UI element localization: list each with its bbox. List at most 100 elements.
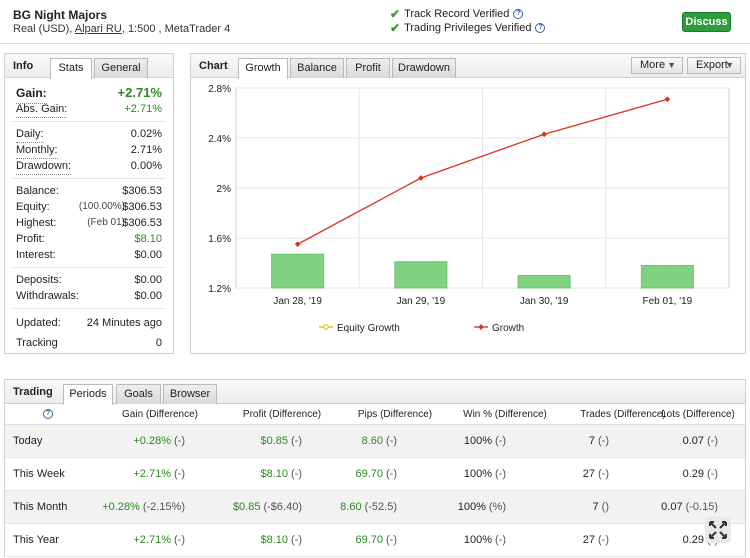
cell-trades: 27 (-): [583, 524, 609, 556]
growth-bar: [271, 253, 325, 289]
gain-value: +2.71%: [133, 534, 171, 546]
tab-general[interactable]: General: [94, 58, 148, 78]
tab-profit[interactable]: Profit: [346, 58, 390, 78]
profit-value: $8.10: [260, 534, 288, 546]
table-row: This Week +2.71% (-) $8.10 (-) 69.70 (-) 100% (-…: [5, 458, 745, 491]
tracking-value: 0: [155, 337, 162, 349]
abs-gain-label: Abs. Gain:: [16, 101, 68, 118]
equity-label: Equity:: [16, 201, 50, 213]
trading-panel: Trading Periods Goals Browser ? Gain (Di…: [4, 379, 746, 557]
cell-pips: 8.60 (-): [362, 425, 397, 457]
trades-difference: (-): [598, 534, 609, 546]
cell-profit: $0.85 (-$6.40): [233, 491, 302, 523]
broker-link[interactable]: Alpari RU: [74, 23, 122, 35]
help-icon[interactable]: ?: [43, 409, 53, 419]
tab-growth[interactable]: Growth: [238, 58, 288, 79]
tracking-row: Tracking 0: [13, 333, 165, 353]
cell-pips: 69.70 (-): [355, 458, 397, 490]
profit-value: $0.85: [260, 435, 288, 447]
y-tick-label: 2%: [217, 184, 232, 195]
lots-value: 0.29: [682, 468, 704, 480]
trading-privileges-label: Trading Privileges Verified: [404, 22, 532, 34]
more-dropdown[interactable]: More ▼: [631, 57, 683, 74]
pips-value: 8.60: [340, 501, 362, 513]
profit-value: $8.10: [260, 468, 288, 480]
header-pips: Pips (Difference): [357, 408, 433, 420]
export-dropdown[interactable]: Export ▼: [687, 57, 741, 74]
account-subtitle: Real (USD), Alpari RU, 1:500 , MetaTrade…: [13, 23, 230, 35]
win-value: 100%: [463, 435, 492, 447]
table-row: Today +0.28% (-) $0.85 (-) 8.60 (-) 100% (-) 7 (-)…: [5, 425, 745, 458]
tab-drawdown[interactable]: Drawdown: [392, 58, 456, 78]
gain-difference: (-): [174, 435, 185, 447]
export-label: Export: [696, 59, 728, 71]
y-tick-label: 1.2%: [208, 284, 231, 295]
help-icon[interactable]: ?: [513, 9, 524, 19]
tab-balance[interactable]: Balance: [290, 58, 344, 78]
cell-trades: 7(): [593, 491, 609, 523]
trades-difference: (-): [598, 435, 609, 447]
period-label: This Week: [13, 468, 65, 480]
chart-panel-header: Chart Growth Balance Profit Drawdown Mor…: [191, 54, 745, 79]
profit-difference: (-): [291, 468, 302, 480]
legend-equity-growth: Equity Growth: [337, 323, 400, 334]
gain-label: Gain:: [16, 83, 47, 104]
cell-win: 100% (-): [464, 458, 506, 490]
trades-difference: (): [601, 501, 609, 513]
daily-row: Daily: 0.02%: [13, 126, 165, 143]
chart-panel: Chart Growth Balance Profit Drawdown Mor…: [190, 53, 746, 354]
profit-difference: (-): [291, 435, 302, 447]
chevron-down-icon: ▼: [667, 60, 676, 70]
abs-gain-value: +2.71%: [124, 103, 162, 115]
cell-lots: 0.07 (-0.15): [661, 491, 718, 523]
periods-table: ? Gain (Difference) Profit (Difference) …: [5, 404, 745, 557]
cell-pips: 8.60 (-52.5): [340, 491, 397, 523]
equity-value: $306.53: [122, 201, 162, 213]
tab-stats[interactable]: Stats: [50, 58, 92, 79]
tab-browser[interactable]: Browser: [163, 384, 217, 404]
chart-title: Chart: [199, 60, 228, 72]
help-icon-cell: ?: [43, 404, 53, 424]
daily-value: 0.02%: [130, 128, 162, 140]
monthly-label: Monthly:: [16, 142, 58, 159]
profit-row: Profit: $8.10: [13, 231, 165, 247]
chevron-down-icon: ▼: [725, 60, 734, 70]
check-icon: ✔: [390, 21, 401, 35]
abs-gain-row: Abs. Gain: +2.71%: [13, 101, 165, 118]
growth-bar: [394, 261, 448, 289]
header-trades: Trades (Difference): [580, 408, 666, 420]
equity-row: Equity: (100.00%) $306.53: [13, 199, 165, 215]
header-win: Win % (Difference): [463, 408, 547, 420]
help-icon[interactable]: ?: [535, 23, 546, 33]
discuss-button[interactable]: Discuss: [682, 12, 731, 32]
gain-row: Gain: +2.71%: [13, 83, 165, 104]
tab-periods[interactable]: Periods: [63, 384, 113, 405]
x-tick-label: Jan 28, '19: [273, 296, 322, 307]
tab-goals[interactable]: Goals: [116, 384, 161, 404]
growth-chart: 2.8% 2.4% 2% 1.6% 1.2% Jan 28, '19 Jan 29, '19…: [208, 84, 730, 334]
growth-point: [418, 175, 424, 181]
pips-difference: (-): [386, 435, 397, 447]
interest-label: Interest:: [16, 249, 56, 261]
y-tick-label: 2.8%: [208, 84, 231, 95]
table-row: This Month +0.28% (-2.15%) $0.85 (-$6.40) 8.6…: [5, 491, 745, 524]
pips-value: 69.70: [355, 534, 383, 546]
cell-gain: +2.71% (-): [133, 524, 185, 556]
interest-value: $0.00: [134, 249, 162, 261]
header-lots: Lots (Difference): [661, 408, 735, 420]
trading-title: Trading: [13, 386, 53, 398]
cell-gain: +0.28% (-): [133, 425, 185, 457]
cell-pips: 69.70 (-): [355, 524, 397, 556]
period-label: Today: [13, 435, 43, 447]
header-profit: Profit (Difference): [242, 408, 322, 420]
period-label: This Year: [13, 534, 59, 546]
info-title: Info: [13, 60, 34, 72]
drawdown-label: Drawdown:: [16, 158, 72, 175]
cell-profit: $8.10 (-): [260, 524, 302, 556]
trades-value: 27: [582, 468, 595, 480]
zoom-icon[interactable]: [705, 517, 731, 543]
lots-difference: (-): [707, 435, 718, 447]
lots-value: 0.29: [682, 534, 704, 546]
profit-value: $0.85: [232, 501, 261, 513]
updated-label: Updated:: [16, 317, 61, 329]
